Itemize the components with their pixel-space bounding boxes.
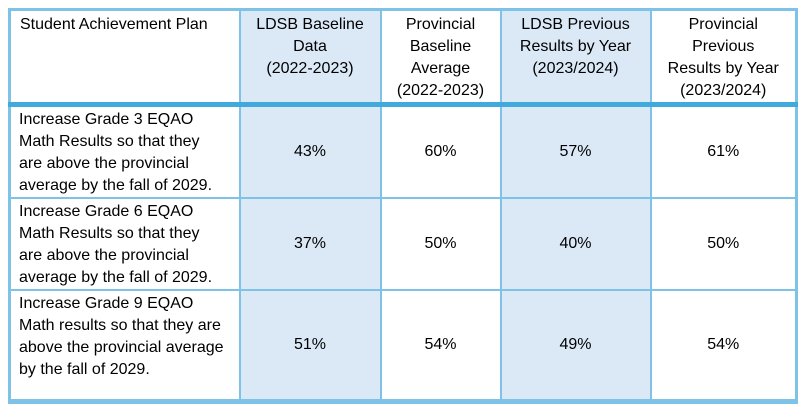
ldsb-baseline-value: 43% <box>238 103 382 199</box>
goal-cell: Increase Grade 3 EQAO Math Results so th… <box>8 103 241 199</box>
table-row-grade-9: Increase Grade 9 EQAO Math results so th… <box>8 289 798 402</box>
provincial-baseline-value: 50% <box>379 197 502 291</box>
provincial-previous-value: 50% <box>649 197 798 291</box>
header-ldsb-previous-results: LDSB Previous Results by Year (2023/2024… <box>499 8 652 107</box>
table-row-grade-3: Increase Grade 3 EQAO Math Results so th… <box>8 103 798 199</box>
goal-cell: Increase Grade 9 EQAO Math results so th… <box>8 289 241 402</box>
provincial-baseline-value: 60% <box>379 103 502 199</box>
header-ldsb-baseline-data: LDSB Baseline Data (2022-2023) <box>238 8 382 107</box>
provincial-baseline-value: 54% <box>379 289 502 402</box>
student-achievement-plan-table: Student Achievement Plan LDSB Baseline D… <box>8 8 798 404</box>
header-provincial-previous-results: Provincial Previous Results by Year (202… <box>649 8 798 107</box>
table-row-grade-6: Increase Grade 6 EQAO Math Results so th… <box>8 197 798 291</box>
ldsb-previous-value: 57% <box>499 103 652 199</box>
ldsb-previous-value: 49% <box>499 289 652 402</box>
ldsb-baseline-value: 51% <box>238 289 382 402</box>
provincial-previous-value: 61% <box>649 103 798 199</box>
header-student-achievement-plan: Student Achievement Plan <box>8 8 241 107</box>
header-row: Student Achievement Plan LDSB Baseline D… <box>8 8 798 107</box>
header-provincial-baseline-average: Provincial Baseline Average (2022-2023) <box>379 8 502 107</box>
ldsb-baseline-value: 37% <box>238 197 382 291</box>
goal-cell: Increase Grade 6 EQAO Math Results so th… <box>8 197 241 291</box>
ldsb-previous-value: 40% <box>499 197 652 291</box>
provincial-previous-value: 54% <box>649 289 798 402</box>
